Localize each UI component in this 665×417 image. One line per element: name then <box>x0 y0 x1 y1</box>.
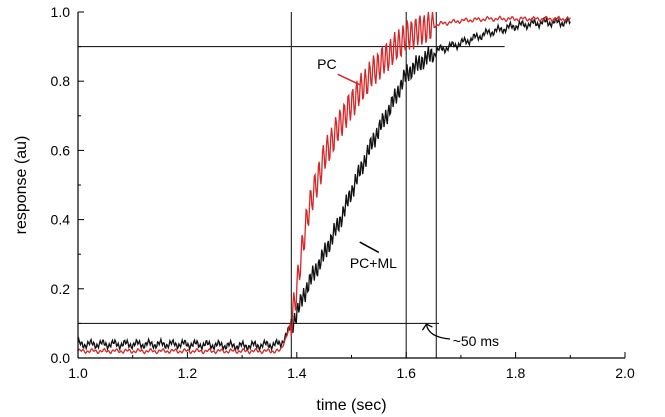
pcml-label-leader <box>359 241 380 254</box>
interval-arrow <box>421 323 451 340</box>
reference-lines <box>78 12 505 358</box>
y-tick-label: 0.6 <box>51 142 71 158</box>
series-pcml-line <box>77 15 571 353</box>
interval-label: ~50 ms <box>453 333 499 349</box>
pcml-series-label: PC+ML <box>350 255 397 271</box>
y-tick-label: 0.8 <box>51 73 71 89</box>
axes <box>77 12 625 359</box>
y-tick-label: 0.2 <box>51 281 71 297</box>
annotations: PC PC+ML ~50 ms <box>317 56 499 349</box>
x-tick-label: 1.4 <box>287 365 307 381</box>
plot-area: 1.0 1.2 1.4 1.6 1.8 2.0 0.0 0.2 0.4 0.6 0.8 1.0 PC … <box>51 4 635 381</box>
series-layer <box>77 11 571 355</box>
x-tick-label: 1.0 <box>68 365 88 381</box>
y-tick-label: 0.0 <box>51 350 71 366</box>
ticks: 1.0 1.2 1.4 1.6 1.8 2.0 0.0 0.2 0.4 0.6 0.8 1.0 <box>51 4 635 381</box>
x-tick-label: 2.0 <box>615 365 635 381</box>
y-tick-label: 1.0 <box>51 4 71 20</box>
y-tick-label: 0.4 <box>51 212 71 228</box>
pc-series-label: PC <box>317 56 336 72</box>
x-tick-label: 1.6 <box>396 365 416 381</box>
pc-label-leader <box>337 73 361 86</box>
series-pc-line <box>77 11 571 355</box>
x-tick-label: 1.2 <box>178 365 198 381</box>
x-axis-title: time (sec) <box>316 397 386 414</box>
y-axis-title: response (au) <box>13 136 30 235</box>
x-tick-label: 1.8 <box>506 365 526 381</box>
